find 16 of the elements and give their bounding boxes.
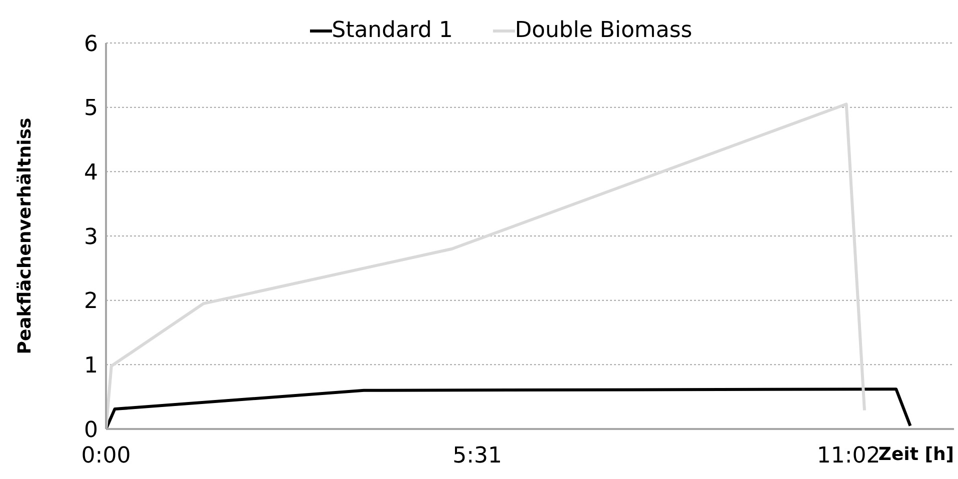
x-tick-label: 11:02 bbox=[816, 444, 880, 469]
y-tick-label: 6 bbox=[84, 32, 98, 57]
y-axis-title: Peakflächenverhältniss bbox=[14, 118, 36, 354]
y-tick-label: 2 bbox=[84, 289, 98, 314]
y-tick-label: 4 bbox=[84, 160, 98, 186]
y-tick-label: 5 bbox=[84, 96, 98, 122]
y-tick-label: 1 bbox=[84, 353, 98, 378]
line-series bbox=[106, 388, 912, 429]
legend-label: Double Biomass bbox=[514, 18, 692, 43]
legend-label: Standard 1 bbox=[332, 18, 453, 43]
x-tick-label: 5:31 bbox=[452, 444, 502, 469]
x-tick-label: 0:00 bbox=[81, 444, 131, 469]
line-series bbox=[106, 102, 866, 429]
y-tick-label: 3 bbox=[84, 224, 98, 250]
y-tick-label: 0 bbox=[84, 418, 98, 443]
x-axis-title: Zeit [h] bbox=[878, 444, 954, 465]
